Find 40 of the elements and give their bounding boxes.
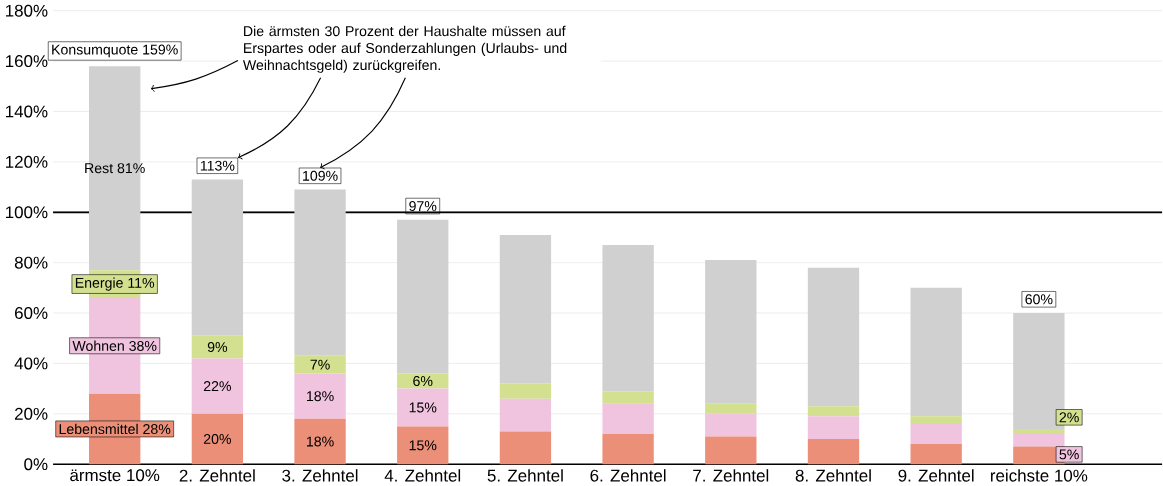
y-tick-label: 180% <box>6 4 48 17</box>
x-tick-label: reichste 10% <box>990 469 1088 482</box>
data-label: 6% <box>413 375 433 386</box>
data-label: Rest 81% <box>85 163 145 173</box>
y-tick-label: 40% <box>14 357 48 370</box>
data-label: 9% <box>207 341 228 352</box>
x-tick-label: 8. Zehntel <box>795 469 871 482</box>
x-tick-label: 4. Zehntel <box>384 469 461 482</box>
x-tick-label: 9. Zehntel <box>898 469 974 482</box>
data-label: 18% <box>307 436 334 447</box>
x-tick-label: 5. Zehntel <box>487 469 563 482</box>
data-label: Wohnen 38% <box>72 340 157 351</box>
data-label: 15% <box>409 440 437 451</box>
y-tick-label: 0% <box>24 458 48 471</box>
x-tick-label: 6. Zehntel <box>590 469 666 482</box>
data-label: 20% <box>203 433 232 444</box>
data-label: Lebensmittel 28% <box>59 423 171 434</box>
total-label: 109% <box>303 170 338 181</box>
x-tick-label: 7. Zehntel <box>693 469 769 482</box>
y-tick-label: 140% <box>6 105 48 118</box>
y-tick-label: 80% <box>14 256 48 269</box>
data-label: 7% <box>310 359 330 370</box>
total-label: 97% <box>409 200 437 211</box>
annotation: Die ärmsten 30 Prozent der Haushalte müssen auf Erspartes oder auf Sonderzahlungen (Urlaubs- und Weihnachtsgeld) zurückgreifen. <box>242 25 567 73</box>
x-tick-label: ärmste 10% <box>70 469 160 482</box>
y-tick-label: 60% <box>15 306 48 319</box>
data-label: 15% <box>409 402 437 413</box>
x-tick-label: 2. Zehntel <box>179 469 255 482</box>
total-label: 60% <box>1025 294 1053 305</box>
total-label: 113% <box>200 160 235 171</box>
y-tick-label: 20% <box>14 407 48 420</box>
data-label: 5% <box>1059 449 1079 460</box>
y-tick-label: 160% <box>6 54 48 67</box>
data-label: 18% <box>307 391 334 401</box>
y-tick-label: 100% <box>6 206 48 219</box>
y-tick-label: 120% <box>6 155 48 168</box>
total-label: Konsumquote 159% <box>52 44 178 58</box>
data-label: 22% <box>203 380 232 391</box>
x-tick-label: 3. Zehntel <box>282 469 358 482</box>
data-label: 2% <box>1059 412 1079 423</box>
